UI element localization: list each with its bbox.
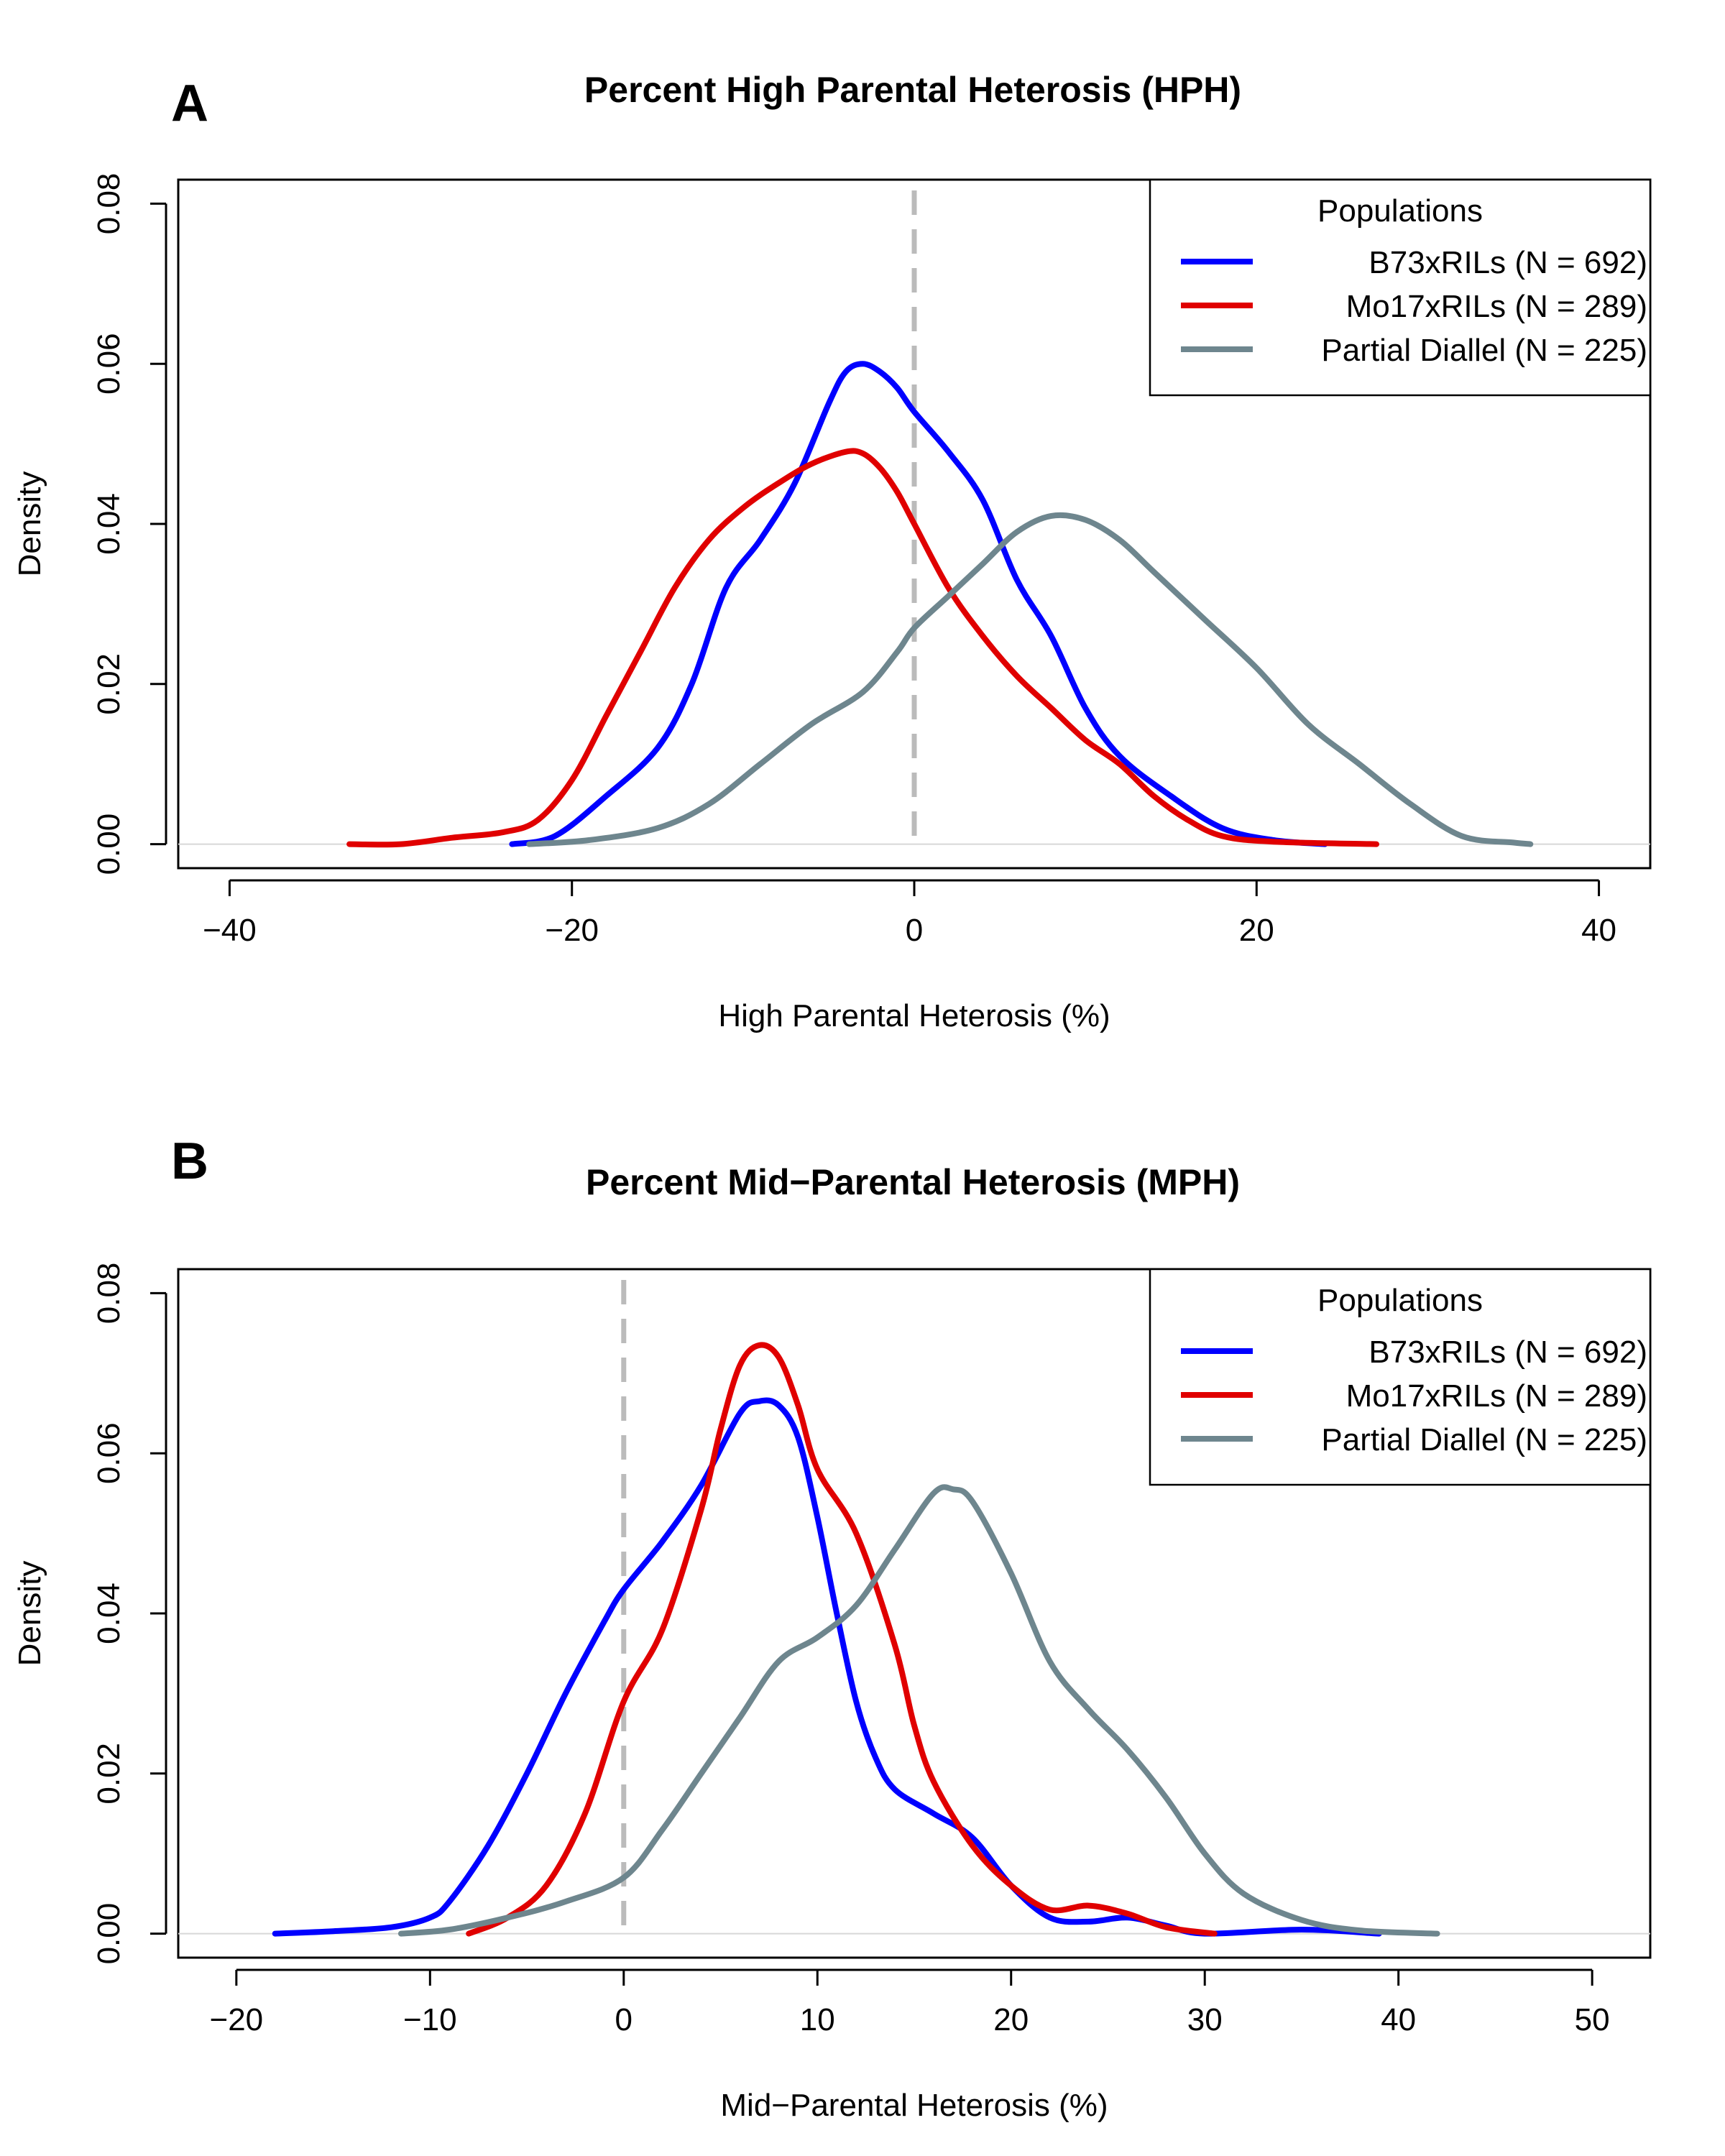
y-axis-label: Density (12, 1561, 47, 1667)
x-tick-label: 0 (906, 913, 923, 948)
legend-title: Populations (1317, 193, 1483, 229)
y-tick-label: 0.06 (91, 1422, 126, 1484)
y-tick-label: 0.04 (91, 1583, 126, 1644)
panel-letter: B (171, 1133, 208, 1190)
legend: Populations B73xRILs (N = 692) Mo17xRILs… (1149, 178, 1652, 397)
y-tick-label: 0.02 (91, 1743, 126, 1805)
y-tick-label: 0.08 (91, 173, 126, 235)
chart-title: Percent Mid−Parental Heterosis (MPH) (586, 1162, 1240, 1202)
y-axis-label: Density (12, 471, 47, 577)
x-tick-label: 20 (1239, 913, 1274, 948)
y-tick-label: 0.00 (91, 1903, 126, 1965)
x-tick-label: 50 (1575, 2002, 1610, 2037)
legend-entry: B73xRILs (N = 692) (1368, 245, 1647, 280)
x-axis-label: High Parental Heterosis (%) (718, 998, 1110, 1033)
x-axis-label: Mid−Parental Heterosis (%) (720, 2088, 1108, 2123)
legend-entry: Partial Diallel (N = 225) (1321, 1422, 1647, 1457)
legend-entry: Partial Diallel (N = 225) (1321, 333, 1647, 368)
series-line (397, 1484, 1440, 1937)
legend: Populations B73xRILs (N = 692) Mo17xRILs… (1149, 1268, 1652, 1486)
legend-entry: B73xRILs (N = 692) (1368, 1335, 1647, 1370)
x-tick-label: −20 (210, 2002, 264, 2037)
y-tick-label: 0.02 (91, 653, 126, 715)
plot-area: −20 −10 0 10 20 30 40 50 0.00 0.02 0.04 0.06 0.08 (91, 1263, 1650, 2037)
x-tick-label: 30 (1187, 2002, 1223, 2037)
series-line (526, 512, 1534, 847)
plot-area: −40 −20 0 20 40 0.00 0.02 0.04 0.06 0.08 (91, 173, 1650, 948)
legend-entry: Mo17xRILs (N = 289) (1346, 289, 1647, 324)
y-tick-label: 0.08 (91, 1263, 126, 1325)
chart-title: Percent High Parental Heterosis (HPH) (584, 70, 1241, 110)
series-line (346, 448, 1379, 848)
plot-frame (177, 178, 1652, 870)
series-line (466, 1342, 1218, 1937)
y-tick-label: 0.00 (91, 814, 126, 875)
x-tick-label: 0 (615, 2002, 632, 2037)
y-tick-label: 0.06 (91, 333, 126, 395)
legend-box (1149, 178, 1652, 397)
x-tick-label: 40 (1381, 2002, 1416, 2037)
x-tick-label: −20 (545, 913, 599, 948)
series-line (272, 1397, 1382, 1937)
legend-title: Populations (1317, 1283, 1483, 1318)
x-tick-label: 10 (800, 2002, 835, 2037)
series-line (509, 361, 1328, 847)
x-tick-label: −10 (403, 2002, 457, 2037)
panel-b: B Percent Mid−Parental Heterosis (MPH) −… (12, 1133, 1652, 2123)
plot-frame (177, 1268, 1652, 1959)
legend-box (1149, 1268, 1652, 1486)
panel-letter: A (171, 75, 208, 132)
x-tick-label: 20 (993, 2002, 1029, 2037)
panel-a: A Percent High Parental Heterosis (HPH) … (12, 70, 1652, 1033)
y-tick-label: 0.04 (91, 493, 126, 555)
legend-entry: Mo17xRILs (N = 289) (1346, 1378, 1647, 1414)
x-tick-label: −40 (203, 913, 257, 948)
x-tick-label: 40 (1581, 913, 1616, 948)
